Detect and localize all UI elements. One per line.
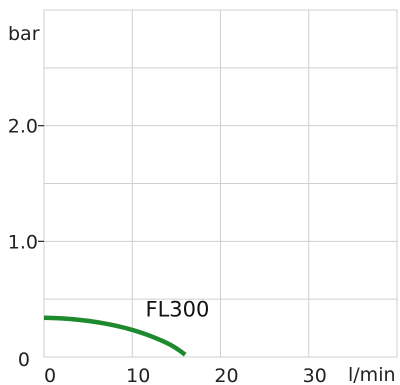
y-tick-label-origin: 0 <box>18 349 30 371</box>
label-layer: bar l/min 0 0 10 20 30 1.0 2.0 FL300 <box>8 23 396 385</box>
x-tick-label: 10 <box>126 365 150 385</box>
y-axis-unit-label: bar <box>8 23 40 45</box>
x-tick-label: 0 <box>44 365 56 385</box>
y-tick-label: 1.0 <box>8 231 38 253</box>
x-axis-unit-label: l/min <box>348 364 396 385</box>
series-annotation-label: FL300 <box>145 298 209 322</box>
series-layer <box>43 315 187 357</box>
x-tick-label: 30 <box>303 365 327 385</box>
x-tick-label: 20 <box>214 365 238 385</box>
series-line-fl300 <box>43 315 187 357</box>
grid <box>38 9 398 358</box>
y-tick-label: 2.0 <box>8 116 38 138</box>
